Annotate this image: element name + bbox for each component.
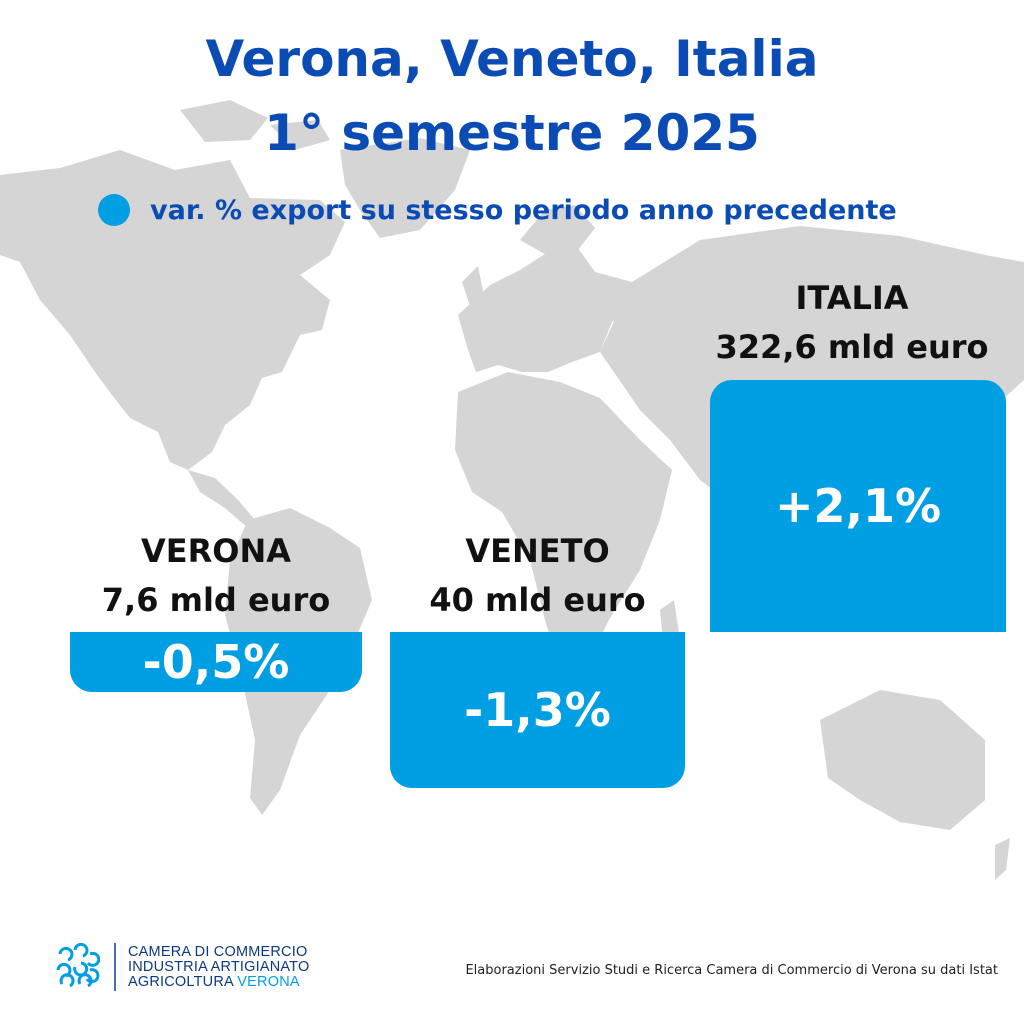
bar-label-veneto: -1,3% [464, 683, 611, 737]
legend: var. % export su stesso periodo anno pre… [98, 190, 897, 230]
logo-line3: AGRICOLTURA VERONA [128, 973, 309, 990]
chamber-of-commerce-logo: CAMERA DI COMMERCIO INDUSTRIA ARTIGIANAT… [50, 942, 309, 992]
region-label-verona: VERONA 7,6 mld euro [70, 535, 362, 616]
page-title-line1: Verona, Veneto, Italia [205, 30, 819, 88]
export-value-italia: 322,6 mld euro [715, 328, 989, 366]
region-name-veneto: VENETO [465, 532, 610, 570]
source-note: Elaborazioni Servizio Studi e Ricerca Ca… [465, 963, 998, 978]
logo-divider [114, 943, 116, 991]
bar-italia: +2,1% [710, 380, 1006, 632]
logo-text: CAMERA DI COMMERCIO INDUSTRIA ARTIGIANAT… [128, 943, 310, 990]
bar-veneto: -1,3% [390, 632, 685, 788]
bar-label-italia: +2,1% [774, 479, 942, 533]
region-label-veneto: VENETO 40 mld euro [390, 535, 685, 616]
page-title-line2: 1° semestre 2025 [264, 104, 760, 162]
region-label-italia: ITALIA 322,6 mld euro [710, 282, 994, 363]
logo-line3b: VERONA [237, 973, 300, 990]
export-value-veneto: 40 mld euro [429, 581, 646, 619]
bar-label-verona: -0,5% [142, 635, 290, 689]
legend-dot-icon [98, 194, 130, 226]
region-name-italia: ITALIA [795, 279, 909, 317]
legend-label: var. % export su stesso periodo anno pre… [150, 194, 897, 226]
region-name-verona: VERONA [140, 532, 291, 570]
export-value-verona: 7,6 mld euro [101, 581, 331, 619]
bar-verona: -0,5% [70, 632, 362, 692]
logo-line3a: AGRICOLTURA [128, 973, 234, 990]
logo-line1: CAMERA DI COMMERCIO [128, 943, 308, 960]
logo-swirl-icon [56, 942, 100, 988]
logo-line2: INDUSTRIA ARTIGIANATO [128, 958, 310, 975]
